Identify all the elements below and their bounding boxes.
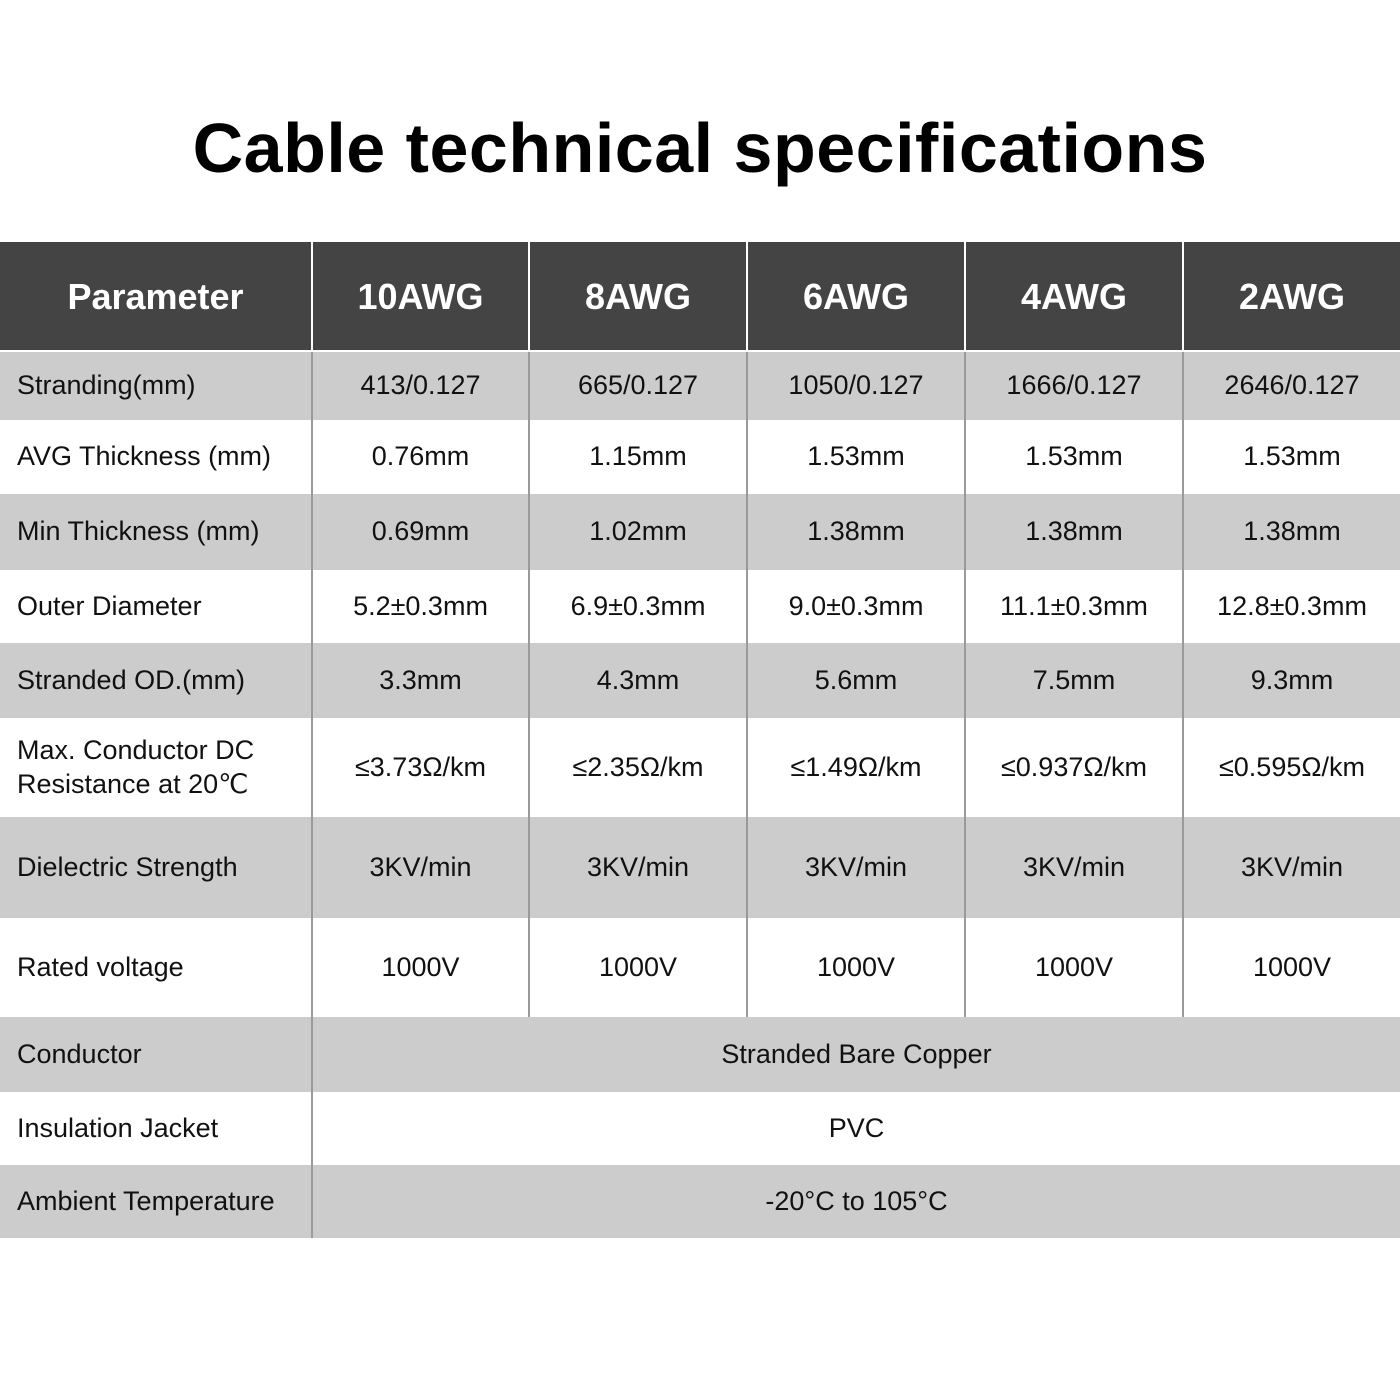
cell-span-value: Stranded Bare Copper <box>313 1017 1400 1092</box>
cell-value: ≤2.35Ω/km <box>530 718 746 817</box>
header-gauge: 4AWG <box>966 242 1182 350</box>
row-label: Insulation Jacket <box>0 1092 311 1165</box>
cell-value: 1.15mm <box>530 420 746 494</box>
cell-value: 4.3mm <box>530 643 746 718</box>
cell-span-value: PVC <box>313 1092 1400 1165</box>
cell-value: 1000V <box>530 918 746 1017</box>
column-divider <box>964 352 966 1017</box>
cell-value: ≤3.73Ω/km <box>313 718 528 817</box>
cell-value: 1.53mm <box>1184 420 1400 494</box>
cell-value: 665/0.127 <box>530 352 746 420</box>
cell-value: ≤0.595Ω/km <box>1184 718 1400 817</box>
cell-value: 9.3mm <box>1184 643 1400 718</box>
cell-value: 3KV/min <box>1184 817 1400 918</box>
header-parameter: Parameter <box>0 242 311 350</box>
row-label: Stranded OD.(mm) <box>0 643 311 718</box>
cell-value: 12.8±0.3mm <box>1184 570 1400 643</box>
cell-value: 3KV/min <box>530 817 746 918</box>
cell-span-value: -20°C to 105°C <box>313 1165 1400 1238</box>
cell-value: 1000V <box>748 918 964 1017</box>
cell-value: 1000V <box>966 918 1182 1017</box>
cell-value: 413/0.127 <box>313 352 528 420</box>
cell-value: 1.38mm <box>966 494 1182 570</box>
header-gauge: 6AWG <box>748 242 964 350</box>
cell-value: 2646/0.127 <box>1184 352 1400 420</box>
cell-value: 7.5mm <box>966 643 1182 718</box>
cell-value: 5.2±0.3mm <box>313 570 528 643</box>
row-label: Dielectric Strength <box>0 817 311 918</box>
cell-value: ≤0.937Ω/km <box>966 718 1182 817</box>
cell-value: 1000V <box>313 918 528 1017</box>
row-label: Outer Diameter <box>0 570 311 643</box>
row-label: Ambient Temperature <box>0 1165 311 1238</box>
cell-value: 3.3mm <box>313 643 528 718</box>
row-label: Conductor <box>0 1017 311 1092</box>
cell-value: 1.38mm <box>1184 494 1400 570</box>
cell-value: 1.53mm <box>748 420 964 494</box>
header-gauge: 10AWG <box>313 242 528 350</box>
cell-value: 3KV/min <box>748 817 964 918</box>
row-label: Stranding(mm) <box>0 352 311 420</box>
cell-value: 1000V <box>1184 918 1400 1017</box>
page-title: Cable technical specifications <box>192 109 1208 187</box>
column-divider <box>746 352 748 1017</box>
cell-value: 3KV/min <box>313 817 528 918</box>
row-label: AVG Thickness (mm) <box>0 420 311 494</box>
cell-value: 1.53mm <box>966 420 1182 494</box>
header-gauge: 2AWG <box>1184 242 1400 350</box>
cell-value: ≤1.49Ω/km <box>748 718 964 817</box>
cell-value: 9.0±0.3mm <box>748 570 964 643</box>
cell-value: 6.9±0.3mm <box>530 570 746 643</box>
column-divider <box>528 352 530 1017</box>
row-label: Max. Conductor DC Resistance at 20℃ <box>0 718 311 817</box>
cell-value: 1050/0.127 <box>748 352 964 420</box>
header-gauge: 8AWG <box>530 242 746 350</box>
cell-value: 1.02mm <box>530 494 746 570</box>
cell-value: 5.6mm <box>748 643 964 718</box>
cell-value: 1666/0.127 <box>966 352 1182 420</box>
column-divider <box>1182 352 1184 1017</box>
cell-value: 11.1±0.3mm <box>966 570 1182 643</box>
cell-value: 3KV/min <box>966 817 1182 918</box>
cell-value: 1.38mm <box>748 494 964 570</box>
column-divider <box>311 352 313 1238</box>
cell-value: 0.69mm <box>313 494 528 570</box>
row-label: Rated voltage <box>0 918 311 1017</box>
cell-value: 0.76mm <box>313 420 528 494</box>
row-label: Min Thickness (mm) <box>0 494 311 570</box>
